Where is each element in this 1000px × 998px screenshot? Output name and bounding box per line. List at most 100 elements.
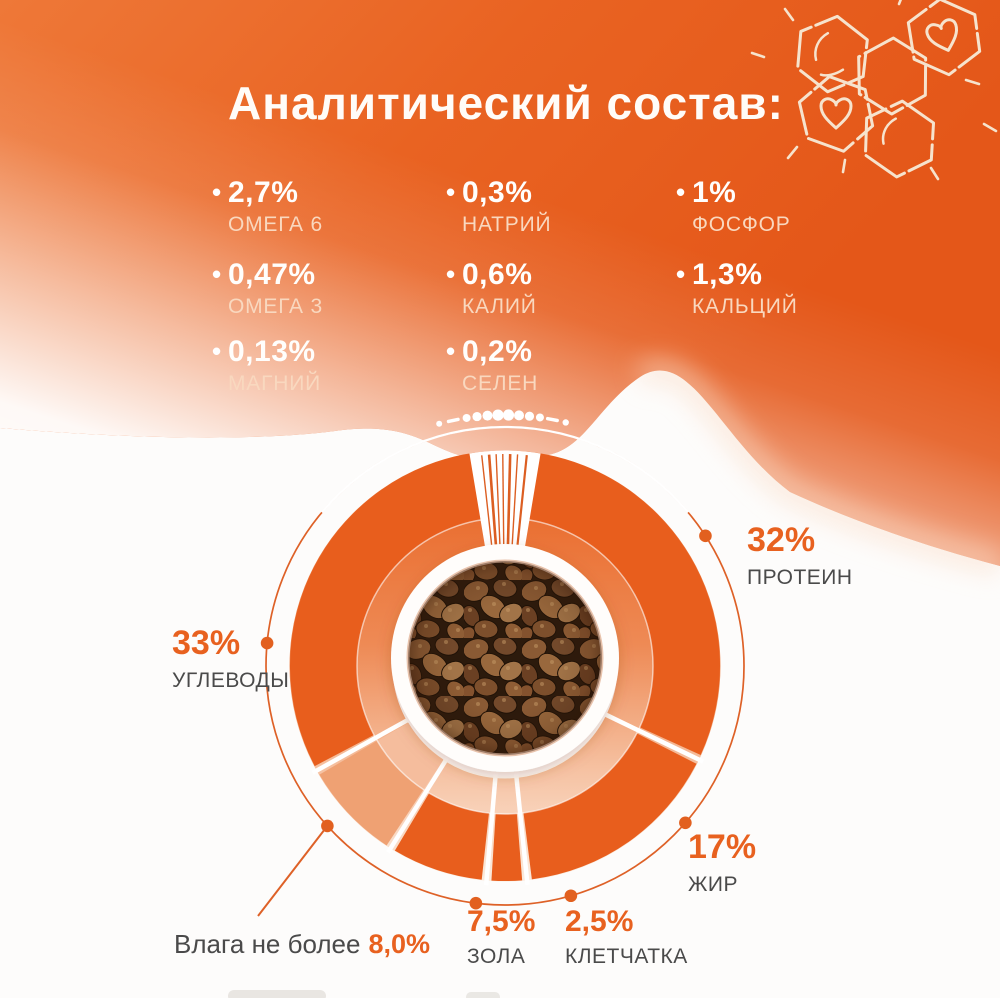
segment-name: КЛЕТЧАТКА <box>565 945 688 968</box>
decor-dash <box>545 416 559 423</box>
center-plate <box>391 544 619 772</box>
moisture-value: 8,0% <box>368 929 431 959</box>
decor-dot <box>514 410 525 421</box>
moisture-leader-line <box>257 825 329 917</box>
burst-line <box>511 454 519 549</box>
nutrient-value: 0,47% <box>228 258 316 291</box>
segment-separator <box>311 716 412 775</box>
segment-name: ЗОЛА <box>467 945 526 968</box>
donut-segment-inner-ВЛАГА <box>377 722 444 790</box>
donut-segment-ВЛАГА <box>319 740 424 846</box>
segment-separator <box>386 756 450 854</box>
outer-thin-circle-top <box>321 425 689 514</box>
bullet-icon: • <box>446 259 456 289</box>
decor-dot <box>562 419 569 426</box>
segment-separator <box>601 710 705 764</box>
nutrient-value: 0,2% <box>462 335 533 368</box>
nutrient-item: • 1,3% КАЛЬЦИЙ <box>676 258 798 319</box>
segment-label-moisture: Влага не более 8,0% <box>174 929 430 960</box>
segment-label-carbs: 33% УГЛЕВОДЫ <box>172 624 289 693</box>
nutrient-value: 1% <box>692 176 737 209</box>
nutrient-value: 0,3% <box>462 176 533 209</box>
orange-fade-overlay <box>0 0 1000 566</box>
decor-dot <box>502 409 515 421</box>
nutrient-value: 1,3% <box>692 258 763 291</box>
nutrient-label: МАГНИЙ <box>228 372 322 395</box>
bullet-icon: • <box>212 336 222 366</box>
nutrient-item: • 0,2% СЕЛЕН <box>446 335 539 396</box>
bullet-icon: • <box>676 177 686 207</box>
segment-separator <box>483 773 498 886</box>
segment-label-ash: 7,5% ЗОЛА <box>467 905 535 969</box>
donut-segment-ЗОЛА <box>394 793 489 880</box>
segment-label-fiber: 2,5% КЛЕТЧАТКА <box>565 905 688 969</box>
bullet-icon: • <box>446 177 456 207</box>
decor-dot <box>462 413 471 422</box>
top-gap <box>469 450 541 560</box>
segment-name: ПРОТЕИН <box>747 566 853 589</box>
heart-icon <box>925 18 959 52</box>
edge-glow <box>633 357 1000 577</box>
nutrient-label: НАТРИЙ <box>462 213 552 236</box>
nutrient-item: • 1% ФОСФОР <box>676 176 791 237</box>
kibble-photo-vignette <box>408 561 602 755</box>
nutrient-item: • 2,7% ОМЕГА 6 <box>212 176 323 237</box>
honeycomb-ticks <box>750 0 998 181</box>
nutrient-label: ОМЕГА 6 <box>228 213 323 236</box>
leader-dot-ЖИР <box>679 816 692 830</box>
nutrient-item: • 0,3% НАТРИЙ <box>446 176 552 237</box>
nutrient-item: • 0,6% КАЛИЙ <box>446 258 537 319</box>
donut-segment-ЖИР <box>523 733 697 880</box>
decor-dot <box>535 413 544 422</box>
decor-dot <box>436 420 443 427</box>
bullet-icon: • <box>676 259 686 289</box>
heart-icon <box>819 97 853 130</box>
nutrient-label: ФОСФОР <box>692 213 791 236</box>
segment-label-protein: 32% ПРОТЕИН <box>747 521 853 590</box>
segment-separator <box>513 773 530 886</box>
bottom-cutoff-shape <box>228 990 326 998</box>
burst-line <box>481 455 493 549</box>
page-title: Аналитический состав: <box>228 77 784 129</box>
burst-line <box>516 455 528 549</box>
segment-value: 33% <box>172 624 241 662</box>
donut-segment-УГЛЕВОДЫ <box>289 453 481 767</box>
nutrient-label: КАЛЬЦИЙ <box>692 295 798 318</box>
decor-dot <box>482 410 493 421</box>
nutrient-value: 0,6% <box>462 258 533 291</box>
leader-dot-ЗОЛА <box>469 896 483 910</box>
nutrient-value: 0,13% <box>228 335 316 368</box>
segment-name: УГЛЕВОДЫ <box>172 669 290 692</box>
segment-name: ЖИР <box>688 873 738 896</box>
donut-segment-КЛЕТЧАТКА <box>491 813 523 882</box>
decor-dot <box>472 411 482 422</box>
bullet-icon: • <box>212 177 222 207</box>
decor-dash <box>446 417 460 424</box>
donut-segment-ПРОТЕИН <box>529 453 720 756</box>
leader-dot-КЛЕТЧАТКА <box>564 889 578 903</box>
burst-line <box>502 454 505 549</box>
nutrient-label: КАЛИЙ <box>462 295 537 318</box>
burst-line <box>495 454 501 549</box>
decor-dot <box>492 409 504 421</box>
decor-dot <box>524 411 535 421</box>
bottom-cutoff-shape <box>466 992 500 998</box>
bullet-icon: • <box>446 336 456 366</box>
segment-value: 2,5% <box>565 905 634 938</box>
nutrient-label: ОМЕГА 3 <box>228 295 323 318</box>
segment-value: 7,5% <box>467 905 536 938</box>
moisture-prefix: Влага не более <box>174 929 361 959</box>
leader-dot-ПРОТЕИН <box>699 529 712 543</box>
honeycomb-icon <box>750 0 998 181</box>
leader-dot-УГЛЕВОДЫ <box>260 636 274 650</box>
segment-value: 32% <box>747 521 816 559</box>
segment-value: 17% <box>688 828 757 866</box>
nutrient-item: • 0,47% ОМЕГА 3 <box>212 258 323 319</box>
nutrient-value: 2,7% <box>228 176 299 209</box>
segment-label-fat: 17% ЖИР <box>688 828 756 897</box>
nutrient-label: СЕЛЕН <box>462 372 539 395</box>
bullet-icon: • <box>212 259 222 289</box>
